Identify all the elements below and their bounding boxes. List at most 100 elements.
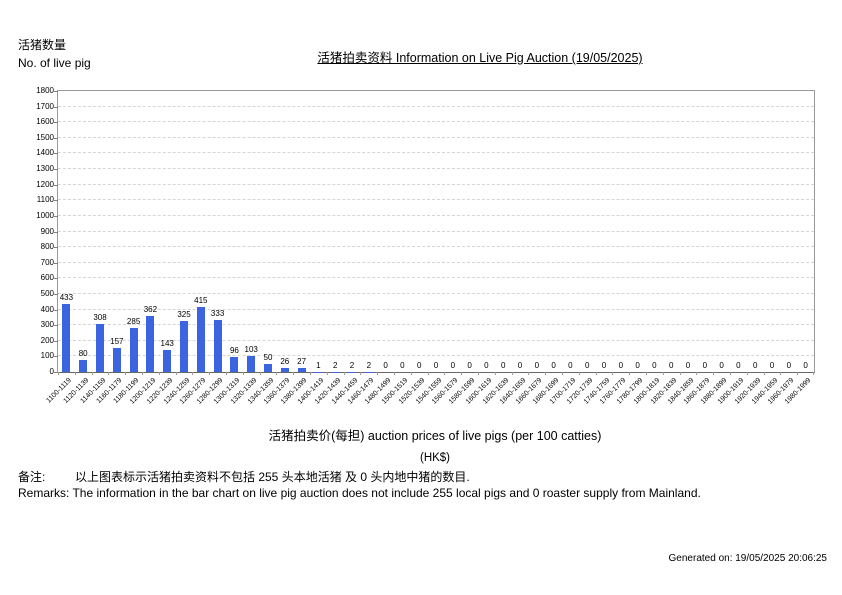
bar: [297, 367, 306, 372]
bar-value-label: 26: [280, 356, 290, 366]
bar: [62, 304, 71, 372]
x-axis-tick: [242, 372, 244, 375]
x-axis-tick: [562, 372, 563, 375]
bar-value-label: 333: [210, 309, 225, 319]
x-axis-tick: [763, 372, 765, 375]
bar-value-label: 0: [719, 361, 724, 370]
x-axis-tick: [629, 372, 631, 375]
gridline: [58, 355, 814, 357]
y-axis-tick: [54, 262, 58, 264]
x-axis-tick: [74, 372, 76, 375]
y-axis-tick-label: 400: [40, 304, 54, 314]
x-axis-tick: [377, 372, 379, 375]
remark-en: Remarks: The information in the bar char…: [18, 486, 701, 500]
bar-value-label: 0: [736, 361, 741, 370]
chart-title: 活猪拍卖资料 Information on Live Pig Auction (…: [317, 51, 643, 65]
y-axis-tick-label: 600: [40, 273, 54, 283]
x-axis-tick: [158, 372, 160, 375]
x-axis-tick: [427, 372, 429, 375]
x-axis-tick: [730, 372, 731, 375]
y-axis-tick: [54, 356, 58, 358]
x-axis-tick: [326, 372, 328, 375]
y-axis-tick-label: 800: [40, 242, 54, 252]
bar-value-label: 0: [769, 361, 775, 370]
y-axis-tick-label: 1000: [36, 210, 54, 220]
x-axis-tick: [696, 372, 698, 375]
gridline: [58, 168, 814, 170]
bar-value-label: 80: [78, 348, 88, 358]
gridline: [58, 292, 814, 294]
bar-value-label: 325: [177, 310, 191, 320]
y-axis-tick-label: 1600: [36, 117, 54, 127]
y-axis-title-zh: 活猪数量: [18, 38, 67, 52]
x-axis-tick: [494, 372, 496, 375]
bar-value-label: 415: [194, 296, 208, 306]
remark-zh-text: 以上图表标示活猪拍卖资料不包括 255 头本地活猪 及 0 头内地中猪的数目.: [75, 470, 470, 484]
y-axis-tick-label: 0: [49, 367, 54, 376]
y-axis-tick: [54, 153, 58, 155]
y-axis-tick-label: 1800: [36, 86, 54, 95]
x-axis-tick: [192, 372, 194, 375]
bar-value-label: 0: [668, 361, 674, 370]
x-axis-tick: [209, 372, 211, 375]
bar: [264, 364, 272, 372]
x-axis-tick: [91, 372, 93, 375]
x-axis-tick: [528, 372, 530, 375]
gridline: [58, 324, 814, 326]
y-axis-tick-label: 200: [40, 335, 54, 345]
gridline: [58, 308, 814, 310]
bar-value-label: 308: [93, 312, 107, 322]
plot-area: 0 100 200 300 400 500 600 700 800 900 1000 1100 1200…: [36, 86, 815, 406]
y-axis-tick-label: 500: [40, 288, 54, 298]
bar-value-label: 0: [803, 361, 808, 370]
x-axis-label: 活猪拍卖价(每担) auction prices of live pigs (p…: [268, 429, 602, 443]
y-axis-tick-label: 1400: [36, 148, 54, 158]
bar-value-label: 0: [467, 361, 472, 370]
y-axis-tick: [54, 137, 58, 139]
x-axis-tick: [746, 372, 748, 375]
y-axis-tick: [54, 215, 58, 217]
y-axis-tick-label: 900: [40, 226, 54, 236]
x-axis-tick: [410, 372, 412, 375]
y-axis-tick: [54, 293, 58, 295]
x-axis-tick: [276, 372, 278, 375]
bar: [112, 347, 121, 372]
x-axis-tick: [175, 372, 177, 375]
bar: [129, 327, 138, 372]
x-axis-tick: [58, 372, 59, 375]
bar: [79, 359, 88, 372]
gridline: [58, 230, 814, 232]
y-axis-tick-label: 1700: [36, 101, 54, 111]
x-axis-tick: [310, 372, 311, 375]
bar-value-label: 0: [484, 361, 489, 370]
bar: [213, 320, 222, 372]
x-axis-tick: [545, 372, 547, 375]
bar: [230, 357, 239, 372]
y-axis-tick-label: 700: [40, 257, 54, 267]
remarks: 备注: 以上图表标示活猪拍卖资料不包括 255 头本地活猪 及 0 头内地中猪的…: [18, 469, 701, 501]
y-axis-tick: [54, 200, 58, 202]
x-axis-tick: [293, 372, 295, 375]
y-axis-tick-label: 300: [40, 320, 54, 330]
x-axis-tick: [394, 372, 395, 375]
y-axis-tick: [54, 91, 58, 92]
y-axis-tick: [54, 278, 58, 280]
x-axis-tick: [612, 372, 614, 375]
gridline: [58, 136, 814, 138]
bar-value-label: 0: [517, 361, 523, 370]
bar-value-label: 0: [450, 361, 456, 370]
x-axis-tick: [780, 372, 782, 375]
bar-value-label: 0: [652, 361, 657, 370]
bar-value-label: 0: [551, 361, 556, 370]
bar-value-label: 0: [500, 361, 506, 370]
bar-value-label: 96: [229, 346, 239, 356]
x-axis-tick: [511, 372, 513, 375]
bar: [180, 321, 188, 372]
bar-value-label: 0: [584, 361, 590, 370]
gridline: [58, 121, 814, 123]
y-axis-tick: [54, 325, 58, 327]
bar-value-label: 2: [349, 360, 355, 370]
bar-value-label: 0: [635, 361, 640, 370]
y-axis-tick-label: 1100: [36, 195, 54, 205]
